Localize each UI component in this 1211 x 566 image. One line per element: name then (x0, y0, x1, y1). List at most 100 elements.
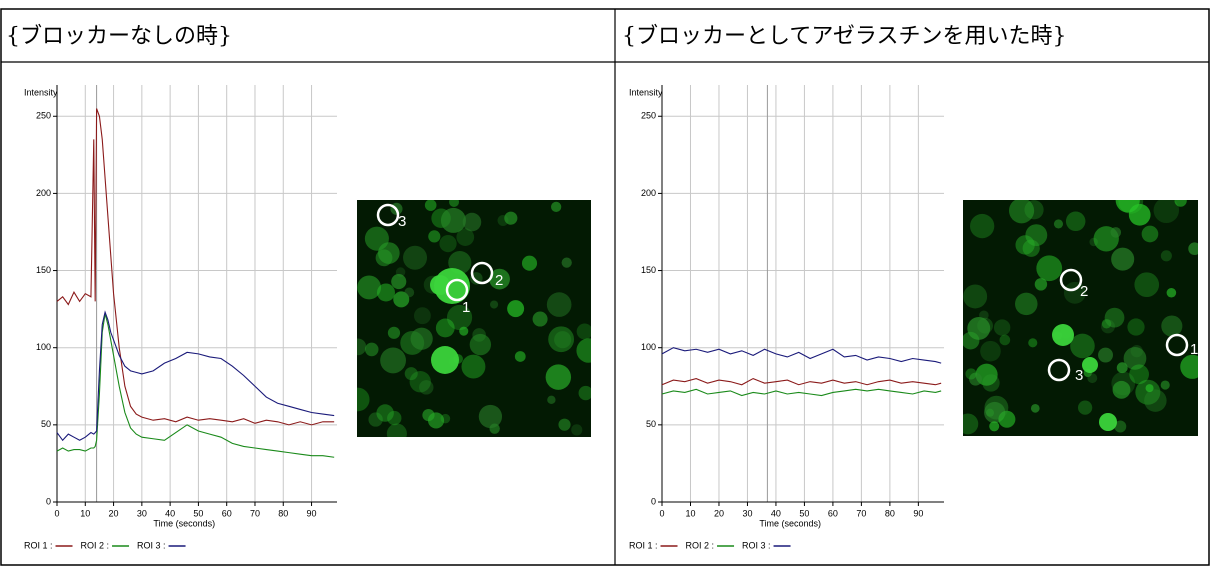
cell (436, 319, 455, 338)
cell (571, 424, 582, 435)
cell (498, 215, 509, 226)
cell (387, 411, 401, 425)
roi-label: 1 (1190, 341, 1198, 358)
cell (1000, 335, 1011, 346)
cell (963, 285, 987, 309)
x-tick-label: 30 (137, 508, 147, 518)
cell (419, 380, 433, 394)
roi-label: 2 (495, 272, 503, 289)
cell (414, 307, 431, 324)
cell (441, 414, 451, 424)
cell (577, 324, 593, 340)
y-tick-label: 0 (46, 496, 51, 506)
cell (1188, 242, 1201, 255)
x-tick-label: 40 (771, 508, 781, 518)
y-tick-label: 250 (641, 111, 656, 121)
y-tick-label: 250 (36, 111, 51, 121)
cell (1111, 248, 1134, 271)
cell (980, 341, 1001, 362)
plot-area (662, 85, 944, 502)
cell (1036, 255, 1062, 281)
roi-label: 3 (398, 213, 406, 230)
cell (1054, 219, 1063, 228)
cell (1134, 272, 1159, 297)
cell (1174, 194, 1186, 206)
cell (1127, 318, 1144, 335)
y-tick-label: 50 (41, 419, 51, 429)
plot-area (57, 85, 337, 502)
cell (548, 326, 574, 352)
cell (576, 338, 600, 362)
y-tick-label: 200 (36, 188, 51, 198)
x-tick-label: 80 (885, 508, 895, 518)
cell (994, 319, 1010, 335)
cell (404, 287, 414, 297)
document: {ブロッカーなしの時} {ブロッカーとしてアゼラスチンを用いた時} 050100… (0, 0, 1211, 566)
roi-label: 2 (1080, 283, 1088, 300)
cell (965, 368, 976, 379)
cell (1105, 308, 1125, 328)
x-tick-label: 70 (856, 508, 866, 518)
cell (472, 328, 486, 342)
cell (1117, 362, 1128, 373)
cell (1035, 278, 1047, 290)
cell (459, 327, 468, 336)
cell (391, 274, 406, 289)
cell (1129, 364, 1149, 384)
cell (449, 197, 459, 207)
x-tick-label: 40 (165, 508, 175, 518)
x-tick-label: 30 (742, 508, 752, 518)
y-tick-label: 150 (36, 265, 51, 275)
x-tick-label: 50 (193, 508, 203, 518)
cell (522, 256, 537, 271)
x-tick-label: 0 (54, 508, 59, 518)
cell (1161, 250, 1172, 261)
cell (515, 351, 526, 362)
roi-label: 1 (462, 299, 470, 316)
cell (547, 292, 572, 317)
header-cell: {ブロッカーなしの時} (6, 24, 232, 49)
micrograph: 1 2 3 (346, 197, 601, 444)
y-axis-label: Intensity (629, 87, 663, 97)
cell (1028, 338, 1037, 347)
cell (1066, 212, 1086, 232)
cell (387, 424, 407, 444)
x-tick-label: 0 (659, 508, 664, 518)
cell (1180, 355, 1204, 379)
cell (1031, 404, 1040, 413)
cell (957, 413, 978, 434)
cell (579, 386, 593, 400)
cell (1087, 373, 1097, 383)
legend-label: ROI 1 : (24, 540, 53, 550)
cell (422, 409, 434, 421)
cell (380, 348, 406, 374)
x-tick-label: 10 (80, 508, 90, 518)
legend-label: ROI 3 : (137, 540, 166, 550)
x-tick-label: 70 (250, 508, 260, 518)
cell (1009, 198, 1034, 223)
bright-cell (1099, 413, 1117, 431)
x-tick-label: 60 (222, 508, 232, 518)
cell (1142, 226, 1159, 243)
x-tick-label: 10 (685, 508, 695, 518)
cell (547, 396, 555, 404)
x-tick-label: 80 (278, 508, 288, 518)
y-tick-label: 0 (651, 496, 656, 506)
cell (1144, 389, 1166, 411)
cell (365, 227, 389, 251)
cell (1078, 401, 1092, 415)
cell (1167, 288, 1177, 298)
x-axis-label: Time (seconds) (153, 518, 215, 528)
x-tick-label: 20 (714, 508, 724, 518)
cell (490, 300, 498, 308)
cell (1015, 293, 1038, 316)
cell (403, 246, 427, 270)
cell (1098, 348, 1113, 363)
legend-label: ROI 2 : (81, 540, 110, 550)
roi-label: 3 (1075, 367, 1083, 384)
cell (405, 367, 418, 380)
cell (479, 405, 502, 428)
bright-cell (1052, 324, 1074, 346)
cell (1015, 235, 1034, 254)
cell (970, 214, 994, 238)
